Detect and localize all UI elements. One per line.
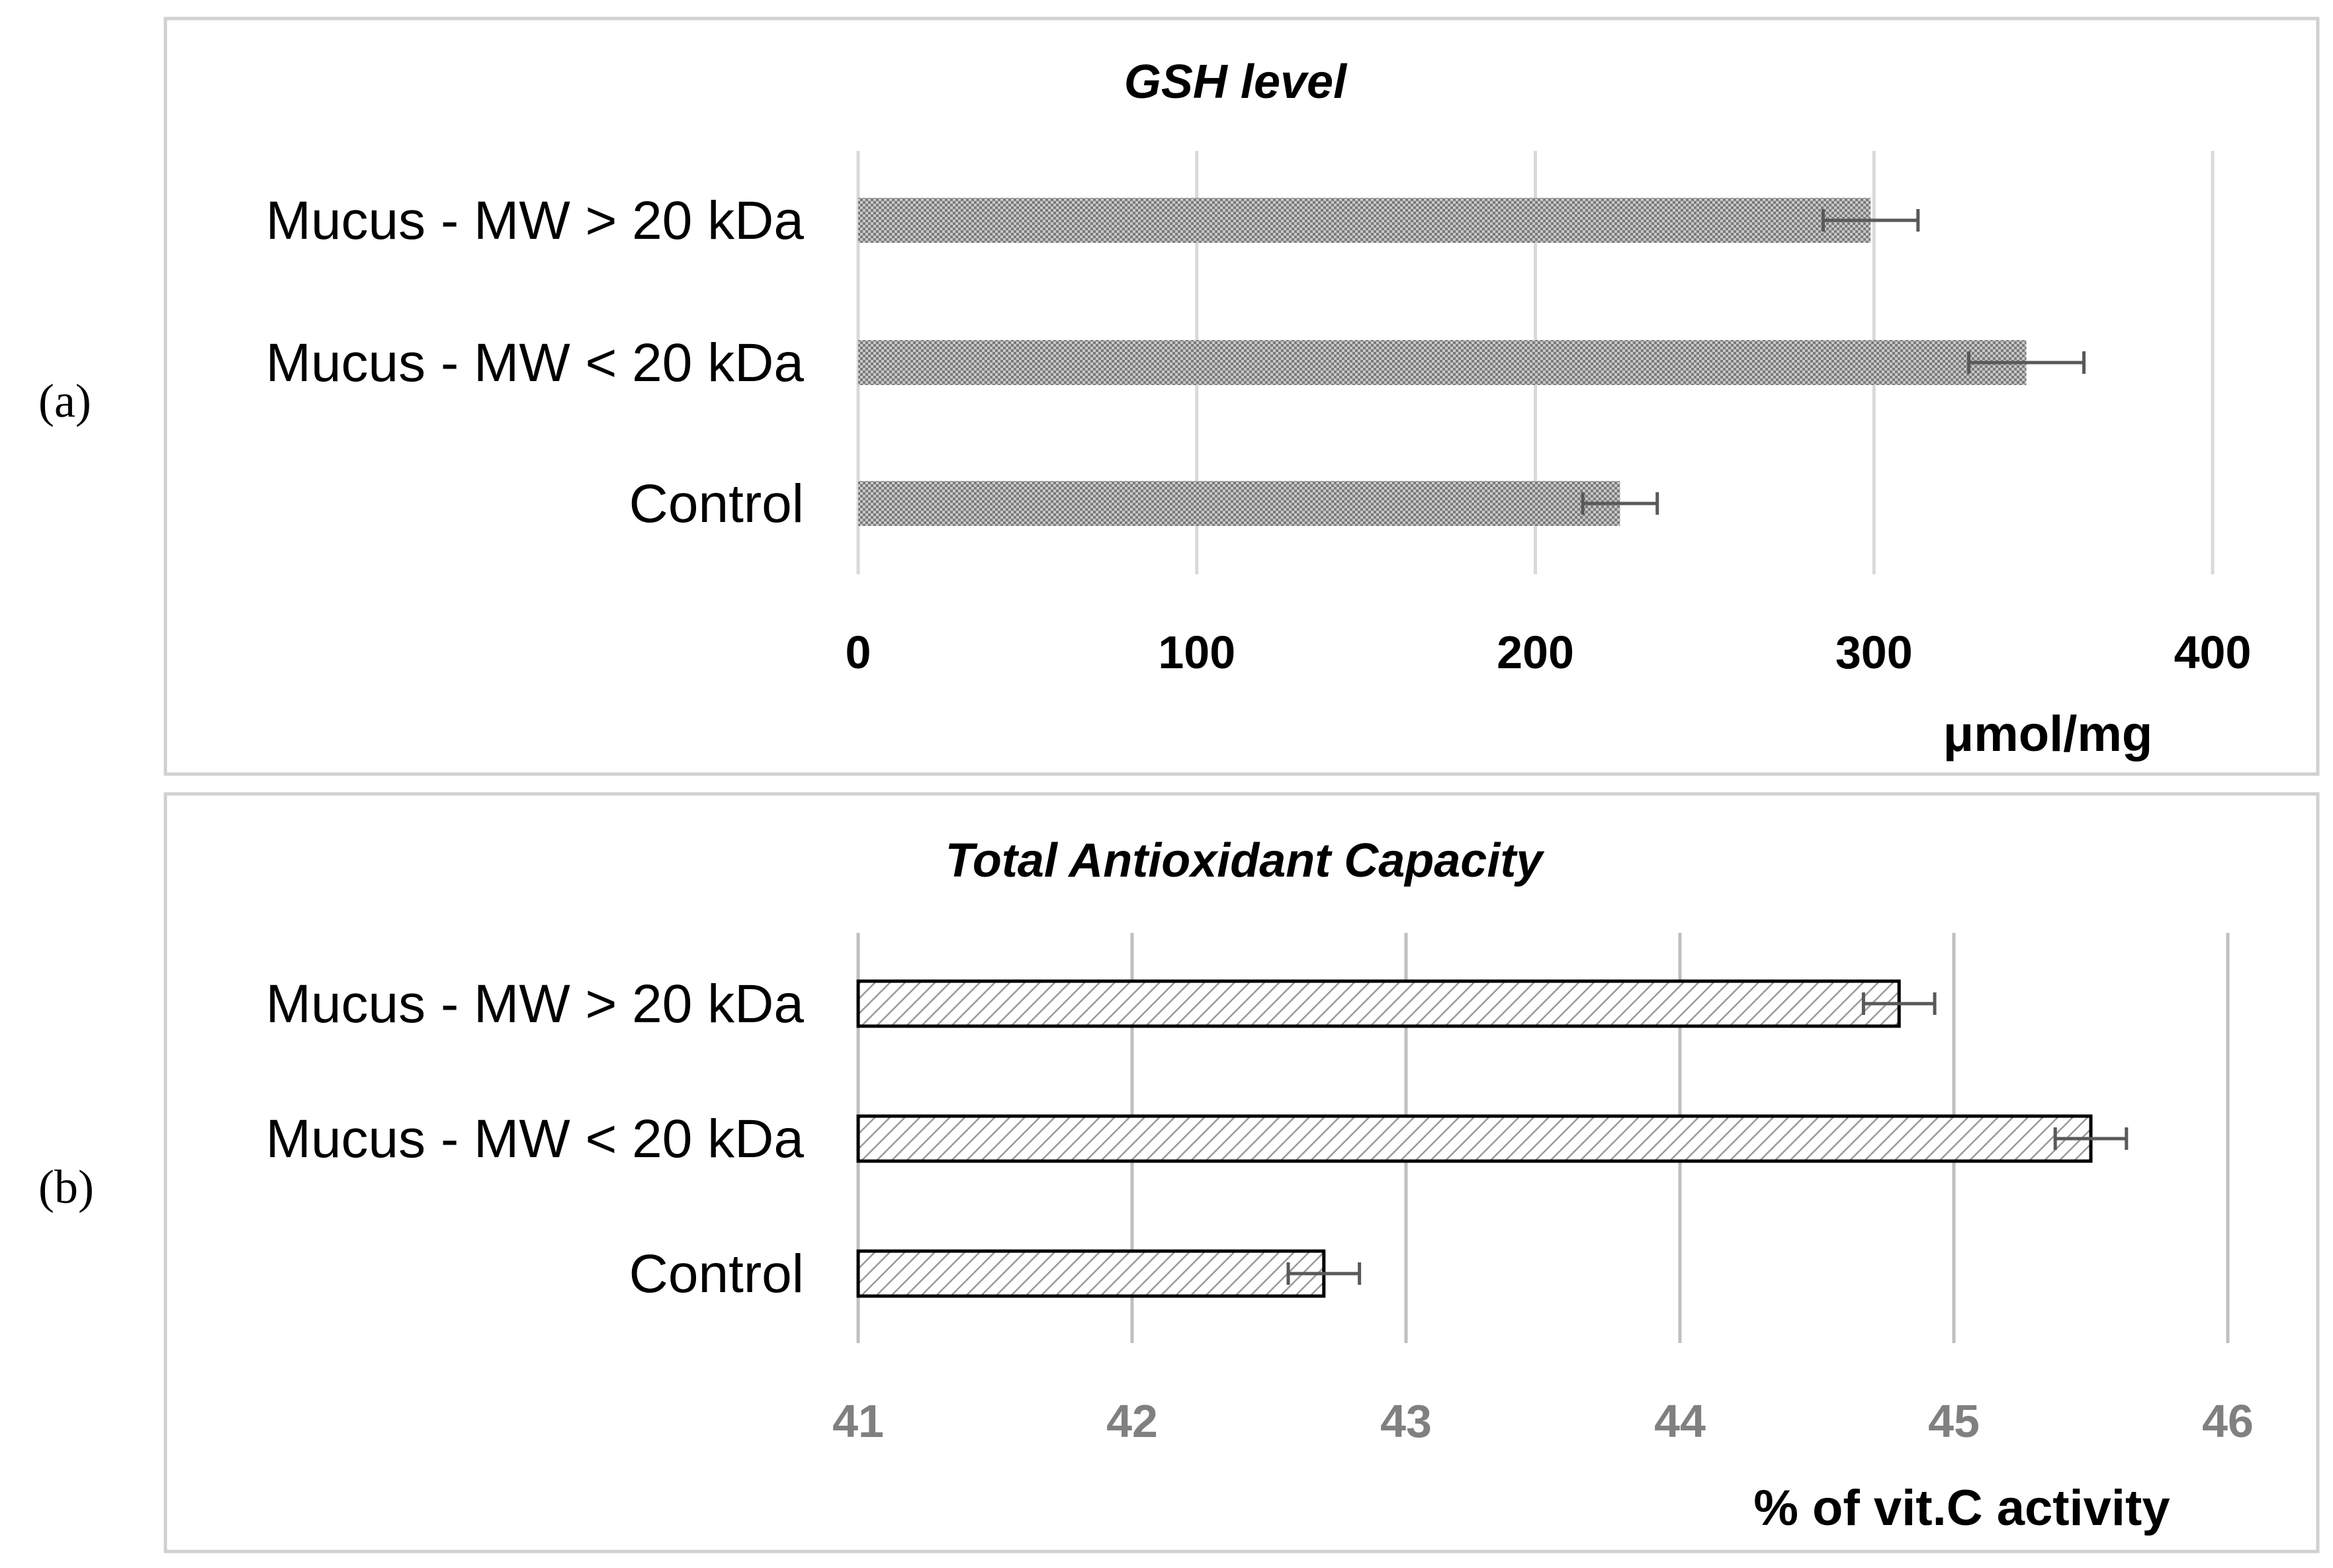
panel-a-bars (858, 198, 2086, 526)
panel-b-x-tick-label: 46 (2202, 1395, 2254, 1447)
panel-a-x-tick-label: 200 (1497, 627, 1574, 678)
panel-b-x-ticks: 41 42 43 44 45 46 (832, 1395, 2254, 1447)
panel-b-bar (856, 979, 1901, 1028)
panel-b-category-label: Control (629, 1244, 804, 1304)
panel-b-title: Total Antioxidant Capacity (946, 834, 1546, 887)
panel-b-frame (163, 792, 2320, 1553)
panel-a-x-tick-label: 0 (846, 627, 871, 678)
panel-a-x-axis-label: μmol/mg (1943, 706, 2153, 762)
panel-b-x-tick-label: 45 (1928, 1395, 1980, 1447)
panel-b-label: (b) (38, 1160, 94, 1213)
panel-b-x-tick-label: 44 (1654, 1395, 1706, 1447)
panel-b-bar (856, 1114, 2093, 1163)
panel-b-x-tick-label: 42 (1106, 1395, 1158, 1447)
panel-b-x-axis-label: % of vit.C activity (1753, 1480, 2170, 1536)
panel-b-x-tick-label: 43 (1380, 1395, 1432, 1447)
panel-b: (b) Total Antioxidant Capacity Mucus - M… (38, 792, 2320, 1553)
panel-a-category-label: Mucus - MW > 20 kDa (266, 191, 805, 251)
panel-a-x-tick-label: 400 (2174, 627, 2252, 678)
panel-b-category-label: Mucus - MW > 20 kDa (266, 974, 805, 1034)
panel-a-frame (163, 17, 2320, 776)
panel-b-bar (856, 1249, 1326, 1298)
panel-a-category-label: Control (629, 474, 804, 534)
panel-a-category-label: Mucus - MW < 20 kDa (266, 333, 805, 393)
panel-b-x-tick-label: 41 (832, 1395, 884, 1447)
panel-a-bar (858, 340, 2027, 385)
panel-a-x-tick-label: 300 (1835, 627, 1913, 678)
panel-a-category-labels: Mucus - MW > 20 kDa Mucus - MW < 20 kDa Co… (266, 191, 805, 534)
panel-a-bar (858, 198, 1871, 243)
panel-b-category-labels: Mucus - MW > 20 kDa Mucus - MW < 20 kDa Co… (266, 974, 805, 1304)
panel-b-bars (856, 979, 2129, 1298)
panel-a-title: GSH level (1124, 56, 1348, 109)
panel-b-category-label: Mucus - MW < 20 kDa (266, 1109, 805, 1169)
panel-a-x-ticks: 0 100 200 300 400 (846, 627, 2252, 678)
panel-a-label: (a) (38, 374, 91, 427)
panel-a-bar (858, 481, 1620, 526)
panel-a-x-tick-label: 100 (1158, 627, 1235, 678)
